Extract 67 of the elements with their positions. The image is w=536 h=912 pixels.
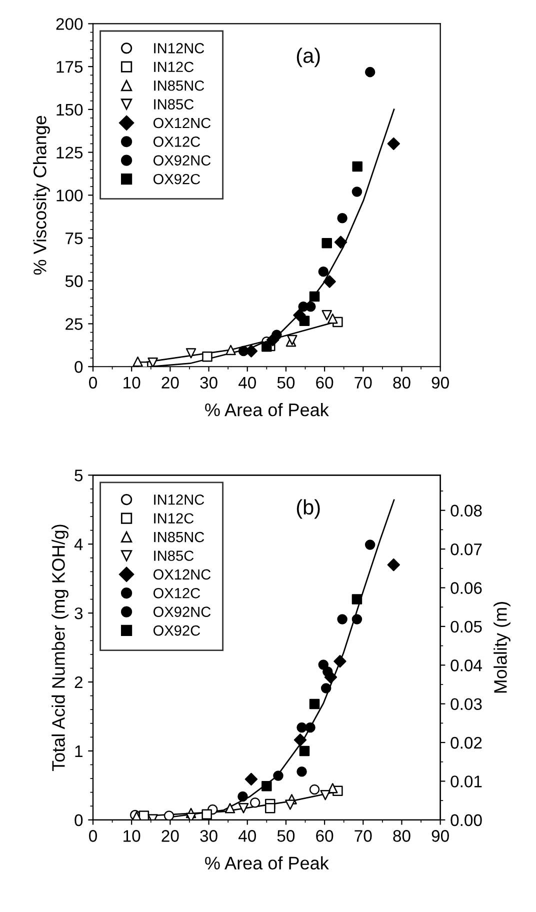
x-tick-label: 80 <box>393 376 410 389</box>
x-tick-label: 60 <box>316 376 334 389</box>
annotation: (b) <box>296 499 320 519</box>
y2-axis-title: Molality (m) <box>494 602 510 693</box>
x-tick-label: 40 <box>238 830 256 842</box>
y-tick-label: 125 <box>56 146 83 159</box>
legend-label: OX12NC <box>153 569 211 580</box>
y2-tick-label: 0.08 <box>450 504 482 517</box>
x-tick-label: 30 <box>200 830 218 842</box>
y-tick-label: 200 <box>56 18 83 30</box>
legend-label: IN85NC <box>154 80 204 91</box>
legend-label: OX92NC <box>153 606 211 618</box>
legend-label: IN85C <box>154 99 194 110</box>
y2-tick-label: 0.05 <box>450 620 482 633</box>
x-tick-label: 80 <box>393 830 410 842</box>
x-tick-label: 10 <box>124 376 140 389</box>
y-tick-label: 5 <box>74 470 83 482</box>
y-axis-title: Total Acid Number (mg KOH/g) <box>52 524 68 772</box>
y-tick-label: 0 <box>74 814 83 826</box>
x-axis-title: % Area of Peak <box>205 402 329 416</box>
legend-label: IN85C <box>154 550 194 561</box>
x-tick-label: 70 <box>354 830 372 842</box>
y-tick-label: 50 <box>65 275 83 288</box>
y2-tick-label: 0.07 <box>450 543 482 556</box>
y2-tick-label: 0.01 <box>450 776 482 788</box>
legend-label: OX12C <box>153 588 200 598</box>
y-tick-label: 25 <box>66 318 83 330</box>
y-tick-label: 150 <box>56 104 83 116</box>
y2-tick-label: 0.03 <box>450 698 482 710</box>
x-tick-label: 90 <box>432 830 449 842</box>
x-tick-label: 70 <box>354 376 372 389</box>
y2-tick-label: 0.04 <box>450 660 482 672</box>
y-tick-label: 175 <box>56 61 83 73</box>
x-tick-label: 20 <box>162 830 179 842</box>
x-tick-label: 20 <box>162 376 179 389</box>
legend-label: OX12C <box>153 136 200 147</box>
y2-tick-label: 0.06 <box>450 582 482 594</box>
y-tick-label: 100 <box>56 190 83 202</box>
x-tick-label: 50 <box>277 376 295 389</box>
legend-label: IN12C <box>154 513 194 524</box>
legend-label: IN12NC <box>154 43 204 54</box>
annotation: (a) <box>296 48 320 68</box>
x-tick-label: 10 <box>124 830 140 842</box>
legend-label: OX92NC <box>153 155 211 166</box>
legend-label: OX12NC <box>153 118 211 128</box>
y-tick-label: 75 <box>66 232 83 244</box>
legend-label: IN12NC <box>154 494 204 505</box>
x-tick-label: 0 <box>89 830 97 842</box>
x-tick-label: 0 <box>89 376 97 389</box>
x-tick-label: 90 <box>432 376 449 389</box>
y-tick-label: 2 <box>74 676 82 688</box>
x-tick-label: 50 <box>277 830 295 842</box>
legend-label: OX92C <box>153 625 200 636</box>
x-tick-label: 60 <box>316 830 334 842</box>
y2-tick-label: 0.02 <box>450 736 482 749</box>
y-tick-label: 4 <box>74 538 83 550</box>
legend-label: OX92C <box>153 174 200 184</box>
y-tick-label: 1 <box>75 746 82 757</box>
legend-label: IN85NC <box>154 532 204 542</box>
y-tick-label: 0 <box>74 361 83 373</box>
x-tick-label: 30 <box>200 376 218 389</box>
y-axis-title: % Viscosity Change <box>33 116 50 275</box>
x-tick-label: 40 <box>238 376 256 389</box>
x-axis-title: % Area of Peak <box>205 856 329 870</box>
legend-label: IN12C <box>154 62 194 72</box>
y-tick-label: 3 <box>74 607 83 620</box>
y2-tick-label: 0.00 <box>450 814 482 826</box>
